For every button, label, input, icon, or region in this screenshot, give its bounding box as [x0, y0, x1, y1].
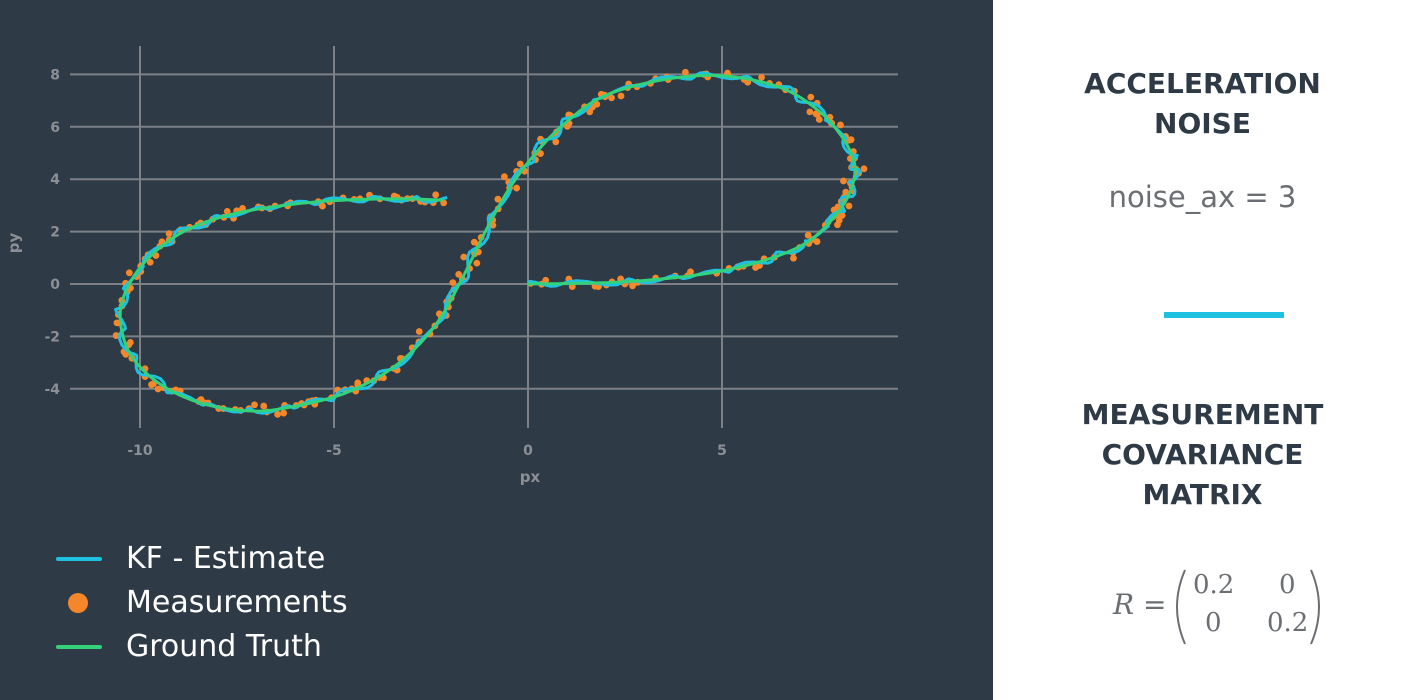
matrix-symbol: R — [1113, 588, 1135, 621]
measurement-covariance-heading: MEASUREMENT COVARIANCE MATRIX — [993, 395, 1412, 515]
measurement-point — [537, 150, 544, 157]
measurement-point — [449, 279, 457, 287]
equals-sign: = — [1143, 588, 1167, 621]
measurement-point — [845, 202, 853, 210]
ground-truth-line — [118, 73, 857, 413]
measurement-point — [608, 94, 615, 102]
measurement-point — [154, 385, 162, 393]
measurement-point — [260, 402, 268, 410]
heading-line: MEASUREMENT — [1081, 398, 1324, 431]
kf-estimate-line — [114, 71, 861, 415]
matrix-cell: 0 — [1205, 608, 1222, 638]
measurement-point — [564, 122, 571, 130]
matrix-cell: 0 — [1279, 570, 1296, 600]
measurement-point — [804, 231, 812, 239]
heading-line: MATRIX — [1142, 478, 1263, 511]
y-tick-label: -4 — [44, 382, 60, 398]
y-tick-label: 8 — [50, 67, 60, 83]
measurement-point — [500, 173, 508, 181]
measurement-point — [354, 379, 362, 387]
measurement-point — [460, 253, 468, 261]
measurement-point — [815, 116, 823, 123]
measurement-point — [842, 188, 850, 196]
y-tick-label: 0 — [50, 277, 60, 293]
measurement-point — [860, 165, 868, 173]
measurement-point — [513, 184, 521, 192]
measurement-point — [835, 216, 843, 224]
measurement-point — [758, 73, 765, 81]
x-tick-label: 0 — [523, 443, 533, 459]
measurement-point — [415, 328, 423, 335]
trajectory-chart: -4 -2 0 2 4 6 8 -10 -5 0 5 px py — [5, 46, 898, 486]
kf-estimate-swatch — [56, 557, 102, 561]
measurement-point — [274, 410, 282, 418]
measurement-point — [112, 332, 120, 339]
x-tick-label: -10 — [127, 443, 153, 459]
measurement-point — [586, 108, 594, 116]
covariance-matrix: R = 0.2 0 0 0.2 — [1113, 562, 1333, 652]
legend-label-measurements: Measurements — [126, 585, 348, 620]
ground-truth-swatch — [56, 645, 102, 649]
matrix-brackets — [1176, 569, 1320, 645]
measurement-point — [125, 269, 133, 277]
measurement-point — [146, 258, 154, 266]
measurement-point — [494, 195, 502, 203]
y-tick-label: -2 — [44, 329, 60, 345]
measurement-point — [806, 108, 814, 116]
measurements-swatch — [68, 593, 88, 613]
y-tick-label: 4 — [50, 172, 60, 188]
chart-panel: -4 -2 0 2 4 6 8 -10 -5 0 5 px py KF - Estimate Mea… — [0, 0, 993, 700]
measurement-point — [682, 68, 689, 76]
measurement-point — [432, 191, 440, 199]
measurement-point — [542, 276, 550, 284]
heading-line: NOISE — [1154, 107, 1251, 140]
matrix-cell: 0.2 — [1193, 570, 1235, 600]
y-axis-label: py — [5, 233, 23, 254]
x-axis-label: px — [520, 468, 541, 486]
measurement-point — [687, 268, 694, 276]
noise-parameter-value: noise_ax = 3 — [1108, 180, 1297, 214]
acceleration-noise-heading: ACCELERATION NOISE — [993, 64, 1412, 144]
measurement-point — [629, 282, 636, 290]
measurement-point — [280, 409, 288, 417]
measurement-point — [251, 401, 258, 409]
info-panel: ACCELERATION NOISE noise_ax = 3 MEASUREM… — [993, 0, 1412, 700]
matrix-cell: 0.2 — [1267, 608, 1309, 638]
measurement-point — [812, 110, 820, 118]
measurement-point — [840, 177, 847, 185]
x-tick-label: 5 — [717, 443, 727, 459]
measurement-point — [223, 208, 231, 215]
heading-line: COVARIANCE — [1101, 438, 1304, 471]
measurement-point — [516, 160, 524, 168]
y-tick-label: 2 — [50, 225, 60, 241]
measurement-point — [113, 319, 121, 327]
measurement-point — [552, 138, 560, 146]
section-divider — [1164, 312, 1284, 318]
measurement-point — [790, 254, 797, 262]
heading-line: ACCELERATION — [1084, 67, 1321, 100]
y-tick-label: 6 — [50, 120, 60, 136]
x-tick-label: -5 — [326, 443, 342, 459]
measurement-point — [617, 92, 625, 100]
measurement-point — [165, 230, 173, 238]
measurement-point — [319, 202, 326, 210]
measurement-point — [473, 259, 481, 267]
legend-label-kf-estimate: KF - Estimate — [126, 541, 326, 576]
measurement-point — [807, 93, 815, 101]
legend-label-ground-truth: Ground Truth — [126, 629, 322, 664]
measurement-point — [837, 121, 844, 129]
